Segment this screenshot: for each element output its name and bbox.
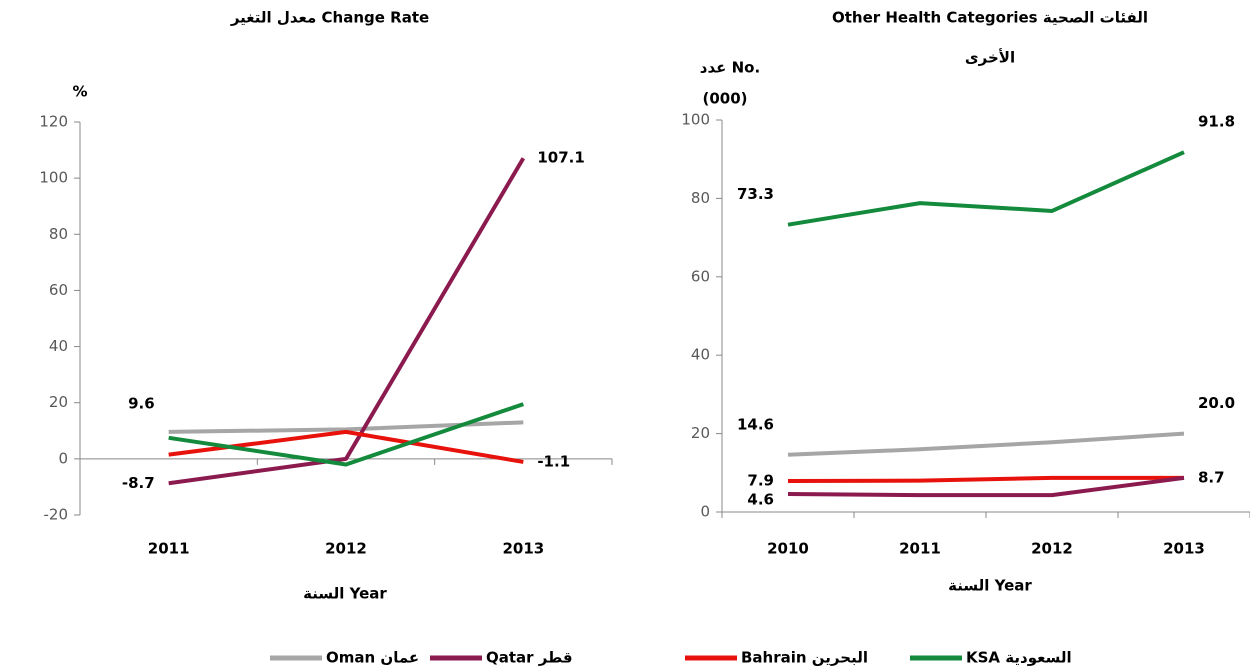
series-line [168,157,526,486]
y-axis-label: (000) [702,90,747,108]
chart-title: الأخرى [965,49,1015,67]
legend-label: Oman عمان [326,649,419,667]
x-tick-label: 2012 [1031,540,1073,558]
y-axis-label: عدد No. [700,59,760,77]
y-tick-label: 20 [691,424,710,442]
series-line [787,150,1185,227]
legend-label: KSA السعودية [966,649,1072,667]
y-tick-label: 120 [39,113,68,131]
series-line [787,475,1184,484]
y-tick-label: 80 [691,189,710,207]
data-label: 4.6 [747,490,774,508]
legend-label: Bahrain البحرين [741,649,868,667]
x-tick-label: 2013 [1163,540,1205,558]
series-line [168,402,524,467]
legend-label: Qatar قطر [486,649,573,667]
y-tick-label: 60 [691,267,710,285]
chart-title: معدل التغير Change Rate [230,9,429,27]
y-tick-label: 0 [58,449,68,467]
x-tick-label: 2011 [148,540,190,558]
chart-title: Other Health Categories الفئات الصحية [832,9,1148,27]
data-label: 8.7 [1198,468,1225,486]
y-tick-label: 60 [49,281,68,299]
y-tick-label: 100 [681,111,710,129]
y-tick-label: 40 [691,346,710,364]
series-line [787,431,1185,457]
data-label: 107.1 [537,149,584,167]
y-tick-label: -20 [44,506,69,524]
data-label: 73.3 [737,185,774,203]
data-label: -8.7 [122,474,155,492]
y-tick-label: 20 [49,393,68,411]
data-label: 91.8 [1198,113,1235,131]
x-axis-label: السنة Year [948,577,1032,595]
data-label: 9.6 [128,394,155,412]
y-tick-label: 40 [49,337,68,355]
data-label: -1.1 [537,452,570,470]
data-label: 20.0 [1198,394,1235,412]
x-axis-label: السنة Year [303,585,387,603]
x-tick-label: 2012 [325,540,367,558]
data-label: 7.9 [747,472,774,490]
y-tick-label: 100 [39,169,68,187]
y-tick-label: 80 [49,225,68,243]
x-tick-label: 2011 [899,540,941,558]
y-axis-label: % [72,83,87,101]
series-line [787,475,1185,498]
x-tick-label: 2013 [502,540,544,558]
x-tick-label: 2010 [767,540,809,558]
data-label: 14.6 [737,415,774,433]
y-tick-label: 0 [700,503,710,521]
